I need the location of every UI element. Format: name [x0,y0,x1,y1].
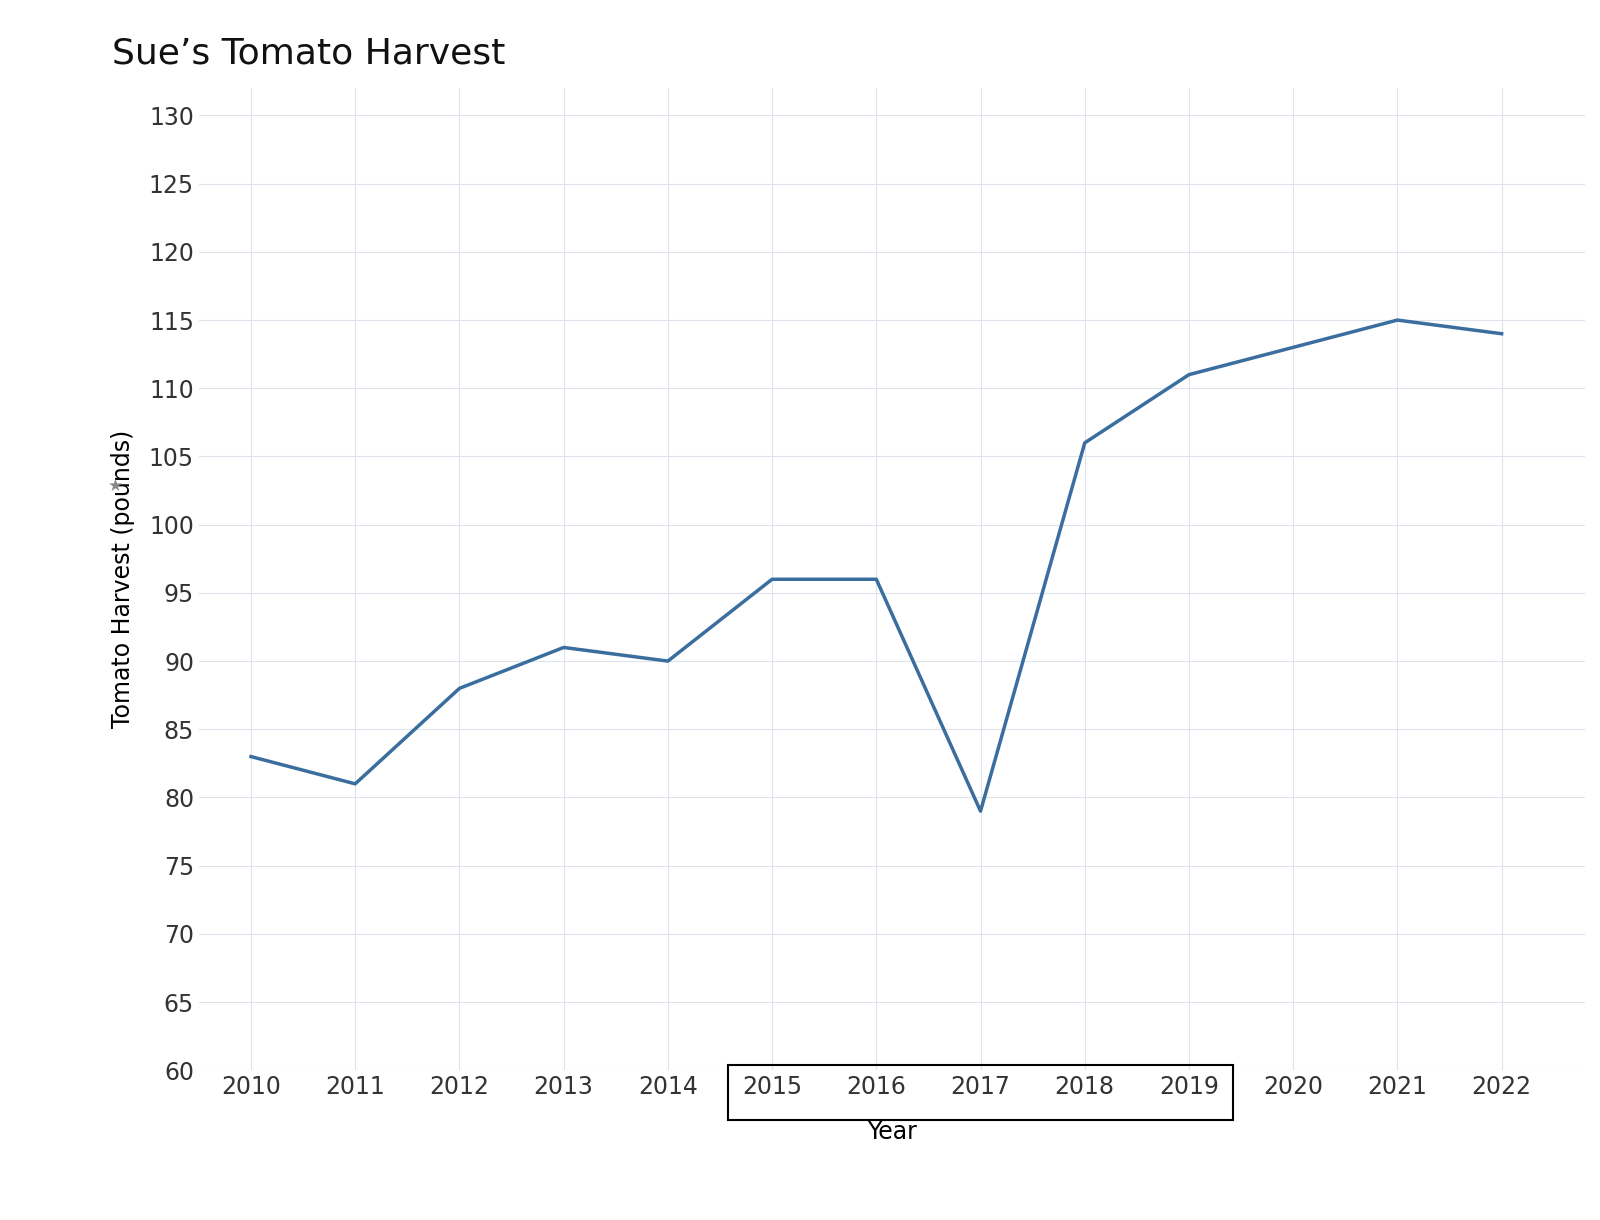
Text: ★: ★ [109,477,123,495]
Text: Sue’s Tomato Harvest: Sue’s Tomato Harvest [112,37,506,71]
Y-axis label: Tomato Harvest (pounds): Tomato Harvest (pounds) [110,431,134,728]
X-axis label: Year: Year [867,1120,917,1144]
